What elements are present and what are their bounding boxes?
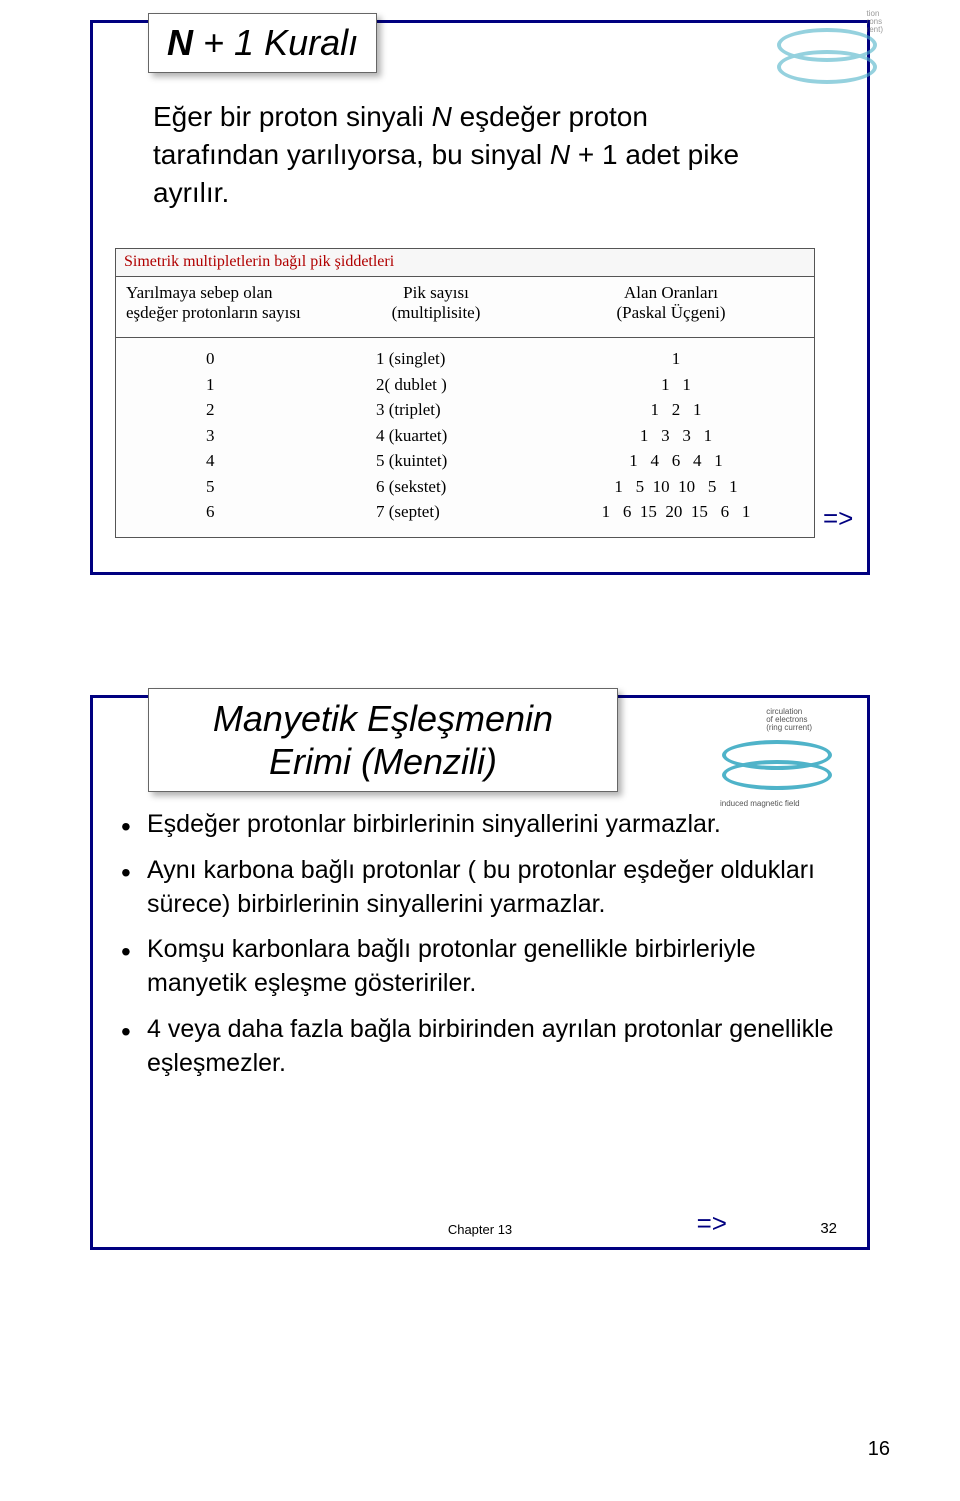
decor-bot-label: induced magnetic field	[720, 800, 800, 808]
next-arrow: =>	[823, 503, 853, 534]
col2-header: Pik sayısı (multiplisite)	[366, 283, 506, 324]
bullet-list: Eşdeğer protonlar birbirlerinin sinyalle…	[121, 808, 841, 1092]
intro-seg: Eğer bir proton sinyali	[153, 101, 432, 132]
decor-top-label: circulation of electrons (ring current)	[766, 708, 812, 732]
intro-n2: N	[550, 139, 570, 170]
table-caption: Simetrik multipletlerin bağıl pik şiddet…	[116, 249, 814, 277]
next-arrow: =>	[697, 1208, 727, 1239]
list-item: 4 veya daha fazla bağla birbirinden ayrı…	[121, 1013, 841, 1081]
col2-values: 1 (singlet) 2( dublet ) 3 (triplet) 4 (k…	[376, 346, 447, 525]
intro-n1: N	[432, 101, 452, 132]
list-item: Eşdeğer protonlar birbirlerinin sinyalle…	[121, 808, 841, 842]
chapter-label: Chapter 13	[448, 1222, 512, 1237]
title-n: N	[167, 22, 193, 63]
intro-text: Eğer bir proton sinyali N eşdeğer proton…	[153, 98, 773, 211]
slide-number: 32	[820, 1220, 837, 1237]
col3-header: Alan Oranları (Paskal Üçgeni)	[586, 283, 756, 324]
doc-page-number: 16	[868, 1438, 890, 1461]
ring-current-decor: circulation of electrons (ring current) …	[702, 708, 842, 818]
table-body: 0 1 2 3 4 5 6 1 (singlet) 2( dublet ) 3 …	[116, 337, 814, 537]
slide-2: circulation of electrons (ring current) …	[90, 695, 870, 1250]
col1-values: 0 1 2 3 4 5 6	[206, 346, 215, 525]
col3-values: 1 1 1 1 2 1 1 3 3 1 1 4 6 4 1 1 5 10 10 …	[556, 346, 796, 525]
col1-header: Yarılmaya sebep olan eşdeğer protonların…	[126, 283, 336, 324]
decor-label: tionronsrent)	[867, 10, 883, 34]
ring-current-decor: tionronsrent)	[767, 8, 887, 98]
title-rest: + 1 Kuralı	[193, 22, 358, 63]
slide-1: tionronsrent) N + 1 Kuralı Eğer bir prot…	[90, 20, 870, 575]
multiplicity-table: Simetrik multipletlerin bağıl pik şiddet…	[115, 248, 815, 538]
list-item: Aynı karbona bağlı protonlar ( bu proton…	[121, 854, 841, 922]
slide-title: Manyetik Eşleşmenin Erimi (Menzili)	[148, 688, 618, 792]
slide-title: N + 1 Kuralı	[148, 13, 377, 73]
list-item: Komşu karbonlara bağlı protonlar genelli…	[121, 933, 841, 1001]
